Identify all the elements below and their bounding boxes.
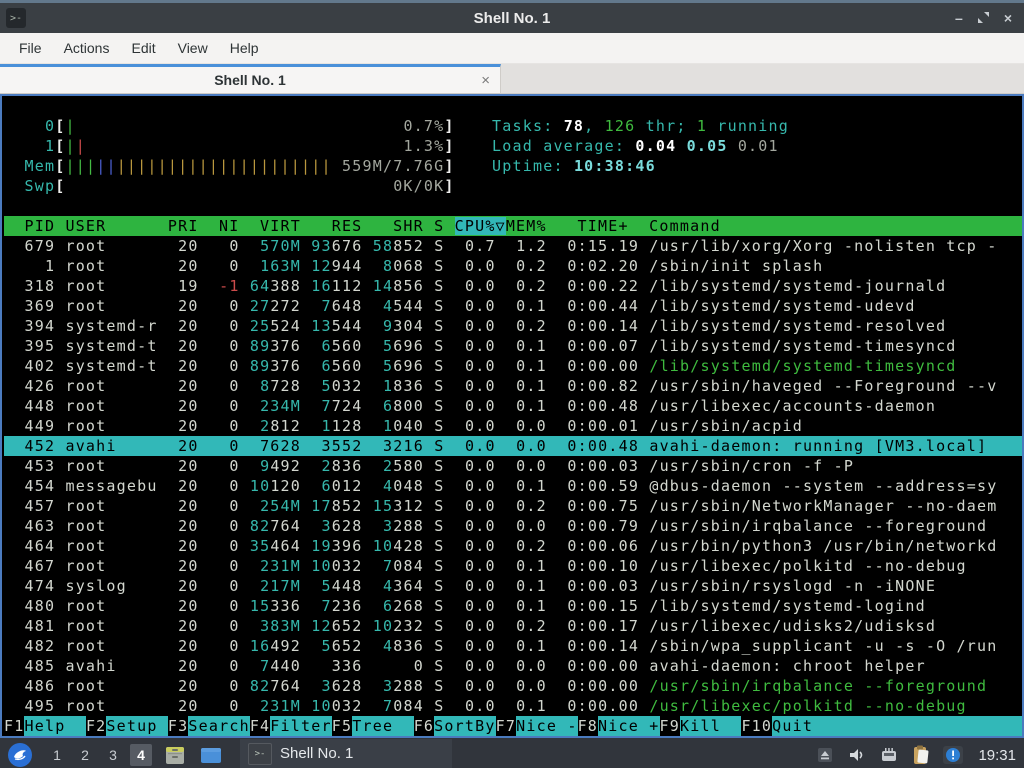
taskbar-window-button[interactable]: >- Shell No. 1: [240, 738, 452, 768]
fkey-f1[interactable]: F1: [4, 717, 25, 735]
meter-mem: Mem[|||||||||||||||||||||||||| 559M/7.76…: [4, 157, 656, 175]
fkey-label[interactable]: Kill: [679, 716, 742, 736]
system-tray: 19:31: [814, 744, 1016, 766]
tab-shell-no-1[interactable]: Shell No. 1 ×: [0, 64, 501, 93]
terminal-blank-line: [4, 96, 1022, 116]
process-row[interactable]: 369 root 20 0 27272 7648 4544 S 0.0 0.1 …: [4, 297, 916, 315]
taskbar-window-label: Shell No. 1: [280, 745, 354, 762]
tab-strip: Shell No. 1 ×: [0, 64, 1024, 94]
volume-icon[interactable]: [846, 744, 868, 766]
fkey-f10[interactable]: F10: [741, 717, 773, 735]
fkey-label[interactable]: Filter: [270, 716, 332, 736]
process-row[interactable]: 457 root 20 0 254M 17852 15312 S 0.0 0.2…: [4, 497, 998, 515]
terminal-icon: >-: [248, 742, 272, 765]
status-line: Uptime: 10:38:46: [492, 157, 656, 175]
meter-0: 0[| 0.7%] Tasks: 78, 126 thr; 1 running: [4, 117, 790, 135]
meter-1: 1[|| 1.3%] Load average: 0.04 0.05 0.01: [4, 137, 779, 155]
fkey-label[interactable]: Search: [188, 716, 250, 736]
process-row[interactable]: 452 avahi 20 0 7628 3552 3216 S 0.0 0.0 …: [4, 436, 1022, 456]
clipboard-icon[interactable]: [910, 744, 932, 766]
fkey-f8[interactable]: F8: [577, 717, 599, 735]
process-table-header[interactable]: PID USER PRI NI VIRT RES SHR S CPU%▽MEM%…: [4, 216, 1022, 236]
fkey-f6[interactable]: F6: [413, 717, 435, 735]
meter-swp: Swp[ 0K/0K]: [4, 177, 455, 195]
fkey-bar-filler: [813, 716, 1022, 736]
status-line: Load average: 0.04 0.05 0.01: [492, 137, 779, 155]
notification-info-icon[interactable]: [942, 744, 964, 766]
process-row[interactable]: 454 messagebu 20 0 10120 6012 4048 S 0.0…: [4, 477, 998, 495]
fkey-label[interactable]: Nice +: [598, 716, 660, 736]
fkey-label[interactable]: Help: [24, 716, 86, 736]
workspace-2[interactable]: 2: [81, 747, 89, 763]
file-cabinet-icon: [166, 747, 184, 764]
file-manager-launcher[interactable]: [198, 743, 224, 767]
fkey-f3[interactable]: F3: [167, 717, 189, 735]
process-row[interactable]: 480 root 20 0 15336 7236 6268 S 0.0 0.1 …: [4, 597, 926, 615]
process-row[interactable]: 482 root 20 0 16492 5652 4836 S 0.0 0.1 …: [4, 637, 998, 655]
process-row[interactable]: 474 syslog 20 0 217M 5448 4364 S 0.0 0.1…: [4, 577, 937, 595]
process-row[interactable]: 463 root 20 0 82764 3628 3288 S 0.0 0.0 …: [4, 517, 988, 535]
fkey-f7[interactable]: F7: [495, 717, 517, 735]
network-icon[interactable]: [878, 744, 900, 766]
fkey-label[interactable]: SortBy: [434, 716, 496, 736]
restore-icon: [977, 11, 989, 23]
status-line: Tasks: 78, 126 thr; 1 running: [492, 117, 790, 135]
menu-help[interactable]: Help: [229, 40, 259, 56]
terminal-blank-line: [4, 196, 1022, 216]
process-row[interactable]: 426 root 20 0 8728 5032 1836 S 0.0 0.1 0…: [4, 377, 998, 395]
process-row[interactable]: 394 systemd-r 20 0 25524 13544 9304 S 0.…: [4, 317, 947, 335]
process-row[interactable]: 481 root 20 0 383M 12652 10232 S 0.0 0.2…: [4, 617, 937, 635]
function-key-bar: F1 Help F2 Setup F3 Search F4 Filter F5 Tree F6…: [4, 716, 1022, 736]
clock[interactable]: 19:31: [978, 746, 1016, 764]
process-row[interactable]: 402 systemd-t 20 0 89376 6560 5696 S 0.0…: [4, 357, 957, 375]
fkey-f4[interactable]: F4: [249, 717, 271, 735]
app-menu-button[interactable]: [8, 743, 32, 767]
terminal-window-icon: >-: [6, 8, 26, 28]
fkey-label[interactable]: Nice -: [516, 716, 578, 736]
minimize-button[interactable]: –: [955, 10, 963, 26]
workspace-4[interactable]: 4: [130, 744, 152, 766]
close-button[interactable]: ×: [1003, 10, 1012, 26]
file-cabinet-launcher[interactable]: [162, 743, 188, 767]
menu-bar: File Actions Edit View Help: [0, 33, 1024, 64]
process-row[interactable]: 318 root 19 -1 64388 16112 14856 S 0.0 0…: [4, 277, 947, 295]
process-row[interactable]: 1 root 20 0 163M 12944 8068 S 0.0 0.2 0:…: [4, 257, 824, 275]
fkey-label[interactable]: Setup: [106, 716, 168, 736]
tab-close-icon[interactable]: ×: [481, 71, 490, 89]
bird-logo-icon: [14, 750, 26, 761]
fkey-label[interactable]: Quit: [772, 716, 814, 736]
sort-column-cpu: CPU%▽: [454, 217, 506, 235]
menu-file[interactable]: File: [19, 40, 42, 56]
fkey-f9[interactable]: F9: [659, 717, 680, 735]
restore-button[interactable]: [977, 11, 990, 26]
tab-label: Shell No. 1: [214, 72, 286, 88]
window-titlebar: >- Shell No. 1 – ×: [0, 0, 1024, 33]
fkey-f2[interactable]: F2: [85, 717, 107, 735]
menu-edit[interactable]: Edit: [131, 40, 156, 56]
eject-icon[interactable]: [814, 744, 836, 766]
process-row[interactable]: 485 avahi 20 0 7440 336 0 S 0.0 0.0 0:00…: [4, 657, 926, 675]
process-row[interactable]: 449 root 20 0 2812 1128 1040 S 0.0 0.0 0…: [4, 417, 803, 435]
menu-actions[interactable]: Actions: [63, 40, 110, 56]
process-row[interactable]: 453 root 20 0 9492 2836 2580 S 0.0 0.0 0…: [4, 457, 855, 475]
workspace-1[interactable]: 1: [53, 747, 61, 763]
process-row[interactable]: 495 root 20 0 231M 10032 7084 S 0.0 0.1 …: [4, 697, 967, 715]
process-row[interactable]: 395 systemd-t 20 0 89376 6560 5696 S 0.0…: [4, 337, 957, 355]
window-title: Shell No. 1: [473, 9, 551, 27]
process-row[interactable]: 467 root 20 0 231M 10032 7084 S 0.0 0.1 …: [4, 557, 967, 575]
workspace-3[interactable]: 3: [109, 747, 117, 763]
process-row[interactable]: 464 root 20 0 35464 19396 10428 S 0.0 0.…: [4, 537, 998, 555]
process-row[interactable]: 486 root 20 0 82764 3628 3288 S 0.0 0.0 …: [4, 677, 988, 695]
process-row[interactable]: 679 root 20 0 570M 93676 58852 S 0.7 1.2…: [4, 237, 998, 255]
fkey-label[interactable]: Tree: [352, 716, 414, 736]
terminal-htop[interactable]: 0[| 0.7%] Tasks: 78, 126 thr; 1 running 1…: [0, 94, 1024, 738]
process-row[interactable]: 448 root 20 0 234M 7724 6800 S 0.0 0.1 0…: [4, 397, 937, 415]
blue-folder-icon: [201, 748, 221, 763]
menu-view[interactable]: View: [177, 40, 208, 56]
fkey-f5[interactable]: F5: [331, 717, 353, 735]
